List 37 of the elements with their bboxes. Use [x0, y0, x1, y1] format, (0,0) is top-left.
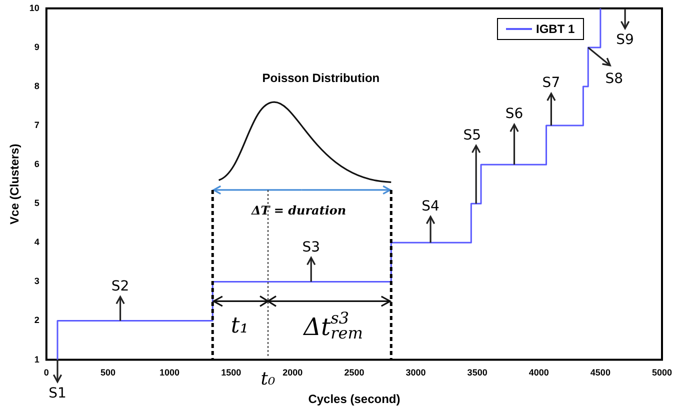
x-tick-label: 4000: [528, 368, 549, 378]
x-tick-label: 1500: [221, 368, 242, 378]
y-tick-label: 1: [34, 354, 40, 364]
x-tick-label: 4500: [590, 368, 610, 378]
y-tick-label: 3: [34, 276, 40, 286]
annotation: S9: [616, 32, 634, 48]
annotation: S3: [302, 239, 320, 256]
annotation: S8: [605, 71, 624, 88]
y-tick-label: 8: [34, 80, 40, 91]
y-tick-label: 9: [34, 42, 40, 52]
annotation: S1: [48, 385, 66, 402]
x-tick-label: 1000: [160, 368, 180, 378]
y-tick-label: 6: [34, 159, 40, 170]
annotation: S4: [422, 198, 440, 214]
y-tick-label: 10: [29, 2, 40, 13]
y-axis-title: Vce (Clusters): [8, 144, 22, 224]
annotation: Poisson Distribution: [262, 70, 380, 85]
x-axis-title: Cycles (second): [308, 392, 400, 406]
x-tick-label: 5000: [652, 368, 672, 378]
y-tick-label: 2: [34, 315, 40, 326]
x-tick-label: 3000: [406, 368, 426, 378]
y-tick-label: 7: [34, 120, 40, 130]
x-tick-label: 2500: [344, 368, 364, 378]
annotation: S2: [111, 278, 130, 294]
x-tick-label: 3500: [467, 368, 488, 378]
annotation: S6: [505, 106, 524, 122]
annotation: S7: [542, 75, 560, 92]
x-tick-label: 500: [100, 368, 116, 378]
legend-label: IGBT 1: [536, 22, 575, 36]
annotation: S5: [463, 127, 481, 144]
annotation: t₁: [230, 313, 249, 338]
x-tick-label: 2000: [282, 368, 303, 378]
x-tick-label: 0: [44, 368, 49, 378]
text: t₀: [260, 368, 276, 390]
y-tick-label: 4: [34, 237, 40, 248]
y-tick-label: 5: [34, 198, 40, 208]
annotation: ΔT = duration: [250, 204, 346, 218]
